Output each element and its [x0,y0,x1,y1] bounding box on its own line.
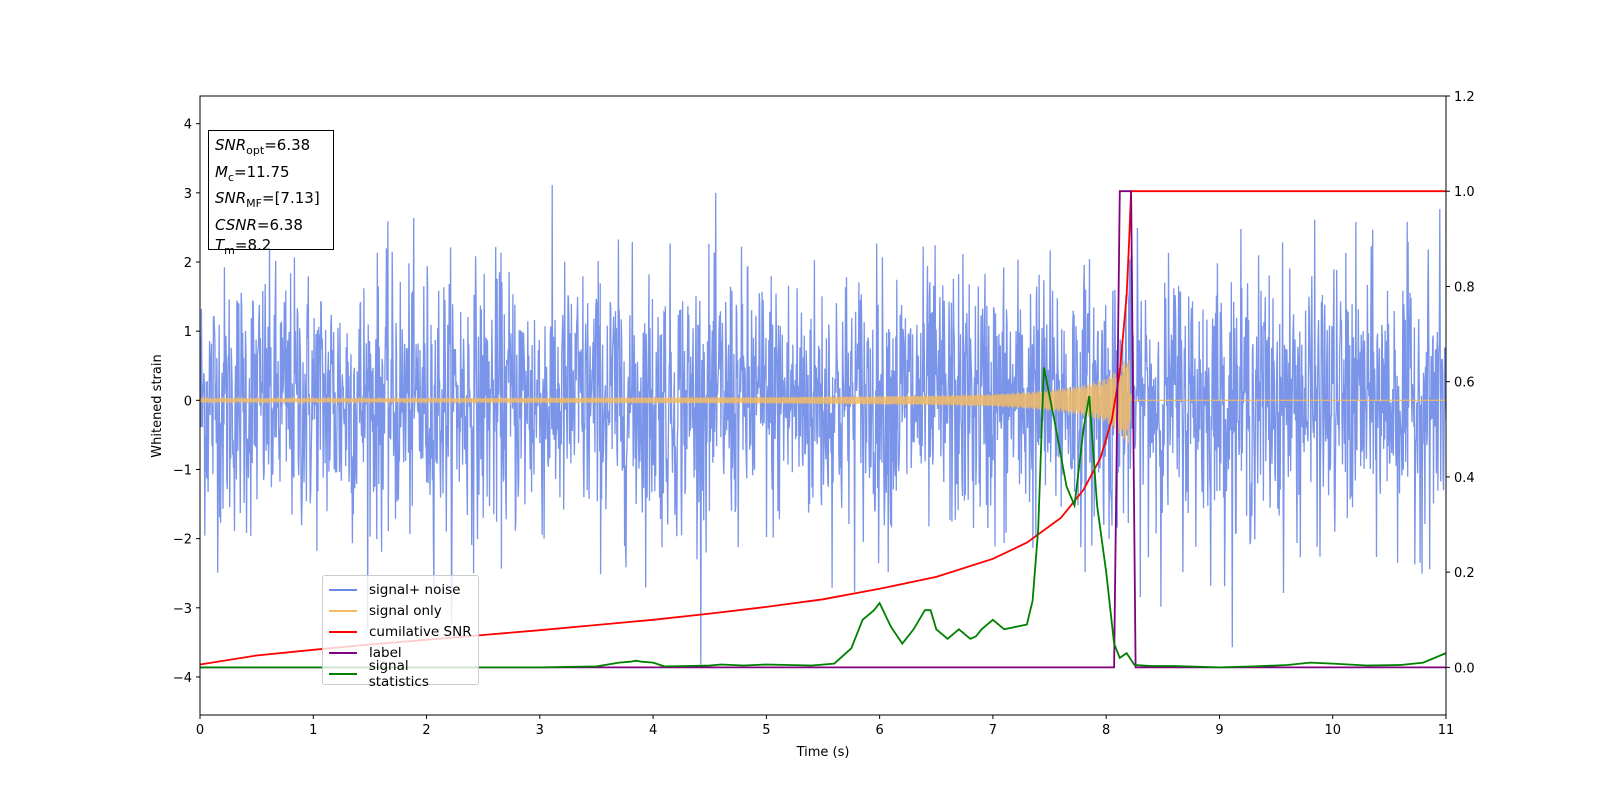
y-axis-left: −4 −3 −2 −1 0 1 2 3 4 [173,118,200,686]
x-axis: 0 1 2 3 4 5 6 7 8 9 10 11 [196,715,1454,738]
y-left-tick-label: 0 [184,394,192,409]
y-axis-right: 0.0 0.2 0.4 0.6 0.8 1.0 1.2 [1446,90,1475,676]
y-right-tick-label: 1.0 [1454,185,1475,200]
y-right-tick-label: 0.2 [1454,566,1475,581]
y-right-tick-label: 0.4 [1454,471,1475,486]
legend-label-signal-statistics: signal statistics [368,657,429,690]
legend-swatch-signal-statistics [329,672,357,675]
y-left-tick-label: −4 [173,671,192,686]
annotation-snr-mf: SNRMF=[7.13] [215,189,320,210]
x-tick-label: 3 [536,723,544,738]
x-tick-label: 6 [875,723,883,738]
y-left-tick-label: 1 [184,325,192,340]
annotation-merger-time: Tm=8.2 [215,236,272,257]
y-right-tick-label: 1.2 [1454,90,1475,105]
parameter-annotation-box: SNRopt=6.38 Mc=11.75 SNRMF=[7.13] CSNR=6… [208,130,334,257]
legend-swatch-cumulative-snr [329,630,357,633]
x-tick-label: 2 [422,723,430,738]
axes-frame [199,95,1447,716]
legend-label-signal-only: signal only [369,602,442,619]
y-right-tick-label: 0.0 [1454,661,1475,676]
y-axis-label: Whitened strain [150,354,165,457]
y-left-tick-label: 2 [184,256,192,271]
legend-item-label: label [329,642,472,663]
y-left-tick-label: −2 [173,533,192,548]
series-signal-statistics-line [200,367,1446,669]
annotation-snr-opt: SNRopt=6.38 [215,136,311,157]
annotation-chirp-mass: Mc=11.75 [215,162,290,184]
x-tick-label: 5 [762,723,770,738]
y-left-tick-label: −3 [173,602,192,617]
x-tick-label: 4 [649,723,657,738]
y-left-tick-label: 4 [184,118,192,133]
legend-swatch-signal-noise [329,588,357,591]
x-axis-label: Time (s) [796,745,850,760]
legend-label-cumulative-snr: cumilative SNR [369,623,472,640]
series-signal-only-line [200,360,1446,444]
x-tick-label: 11 [1438,723,1455,738]
y-left-tick-label: 3 [184,187,192,202]
series-signal-noise-line [200,185,1446,665]
legend: signal+ noise signal only cumilative SNR… [322,575,479,690]
x-tick-label: 1 [309,723,317,738]
y-right-tick-label: 0.6 [1454,376,1475,391]
x-tick-label: 7 [989,723,997,738]
x-tick-label: 10 [1324,723,1341,738]
legend-swatch-signal-only [329,609,357,612]
legend-item-signal-noise: signal+ noise [329,579,472,600]
legend-label-label: label [369,644,402,661]
annotation-csnr: CSNR=6.38 [215,215,303,234]
y-left-tick-label: −1 [173,463,192,478]
y-right-tick-label: 0.8 [1454,280,1475,295]
legend-swatch-label [329,651,357,654]
x-tick-label: 0 [196,723,204,738]
legend-item-signal-statistics: signal statistics [329,658,472,690]
x-tick-label: 8 [1102,723,1110,738]
legend-item-signal-only: signal only [329,600,472,621]
legend-label-signal-noise: signal+ noise [369,581,461,598]
x-tick-label: 9 [1215,723,1223,738]
legend-item-cumulative-snr: cumilative SNR [329,621,472,642]
series-label-line [200,190,1446,669]
